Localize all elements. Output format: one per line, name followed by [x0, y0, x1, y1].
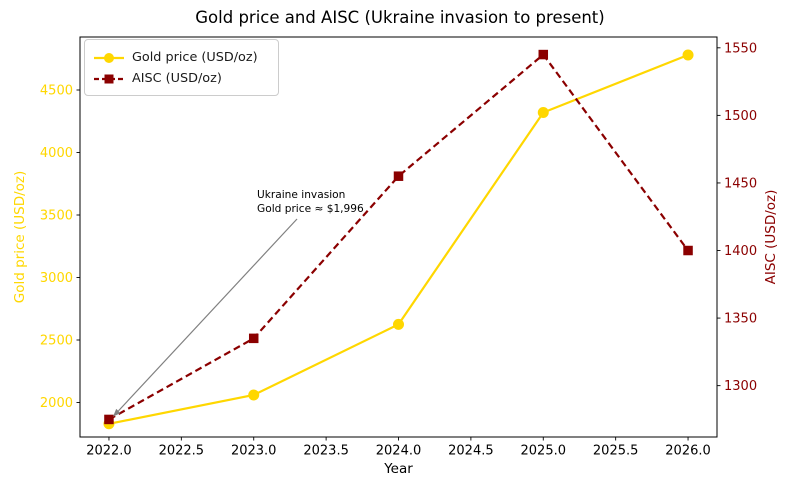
annotation-line-2: Gold price ≈ $1,996 — [257, 202, 364, 215]
right-tick-label: 1550 — [724, 41, 757, 56]
right-tick-label: 1300 — [724, 379, 757, 394]
x-axis-label: Year — [384, 461, 413, 477]
gold-price-usd-oz-point-2026 — [682, 49, 694, 61]
x-tick-label: 2022.5 — [159, 444, 205, 459]
gold-line-sample-icon — [94, 52, 124, 63]
aisc-usd-oz-point-2025 — [538, 49, 549, 60]
legend-item-aisc: AISC (USD/oz) — [93, 68, 272, 89]
annotation-arrow-line — [117, 218, 298, 412]
annotation-line-1: Ukraine invasion — [257, 189, 346, 201]
x-tick-label: 2025.5 — [593, 444, 639, 459]
x-axis-ticks: 2022.0 2022.5 2023.0 2023.5 2024.0 2024.5 2025… — [86, 437, 711, 459]
aisc-usd-oz-line — [108, 53, 689, 421]
x-tick-label: 2022.0 — [86, 444, 132, 459]
annotation-ukraine-invasion: Ukraine invasion Gold price ≈ $1,996 — [257, 189, 364, 216]
x-tick-label: 2026.0 — [665, 444, 711, 459]
annotation-arrow — [112, 218, 298, 417]
gold-price-usd-oz-point-2025 — [537, 107, 549, 118]
chart-title: Gold price and AISC (Ukraine invasion to… — [195, 8, 605, 27]
x-tick-label: 2024.0 — [376, 444, 422, 459]
left-tick-label: 2500 — [40, 334, 73, 349]
aisc-usd-oz-point-2023 — [248, 333, 259, 344]
gold-price-usd-oz-point-2023 — [248, 389, 260, 401]
left-tick-label: 4500 — [40, 84, 73, 99]
left-axis-label: Gold price (USD/oz) — [12, 170, 28, 304]
aisc-usd-oz-point-2022 — [104, 414, 114, 425]
aisc-usd-oz-point-2026 — [683, 245, 693, 256]
aisc-usd-oz-series — [104, 49, 693, 425]
right-axis-label: AISC (USD/oz) — [763, 189, 779, 285]
right-tick-label: 1400 — [724, 244, 757, 259]
x-tick-label: 2023.0 — [231, 444, 277, 459]
gold-price-usd-oz-point-2024 — [393, 318, 404, 330]
left-axis-ticks: 2000 2500 3000 3500 4000 4500 — [40, 84, 80, 411]
right-tick-label: 1350 — [724, 312, 757, 327]
left-tick-label: 4000 — [40, 146, 73, 161]
x-tick-label: 2024.5 — [448, 444, 494, 459]
legend-label-gold-price: Gold price (USD/oz) — [132, 50, 258, 65]
right-tick-label: 1450 — [724, 176, 757, 191]
right-tick-label: 1500 — [724, 109, 757, 124]
gold-price-usd-oz-series — [103, 49, 694, 430]
left-tick-label: 3500 — [40, 209, 73, 224]
left-tick-label: 2000 — [40, 396, 73, 411]
x-tick-label: 2023.5 — [303, 444, 349, 459]
legend-label-aisc: AISC (USD/oz) — [132, 71, 222, 86]
left-tick-label: 3000 — [40, 271, 73, 286]
legend: Gold price (USD/oz) AISC (USD/oz) — [84, 39, 279, 96]
aisc-usd-oz-point-2024 — [393, 171, 404, 181]
right-axis-ticks: 1300 1350 1400 1450 1500 1550 — [717, 41, 757, 394]
x-tick-label: 2025.0 — [521, 444, 567, 459]
aisc-line-sample-icon — [94, 74, 124, 83]
plot-border — [79, 36, 718, 438]
legend-item-gold-price: Gold price (USD/oz) — [93, 47, 272, 68]
gold-price-usd-oz-line — [108, 53, 689, 425]
annotation-arrow-head — [112, 408, 121, 417]
